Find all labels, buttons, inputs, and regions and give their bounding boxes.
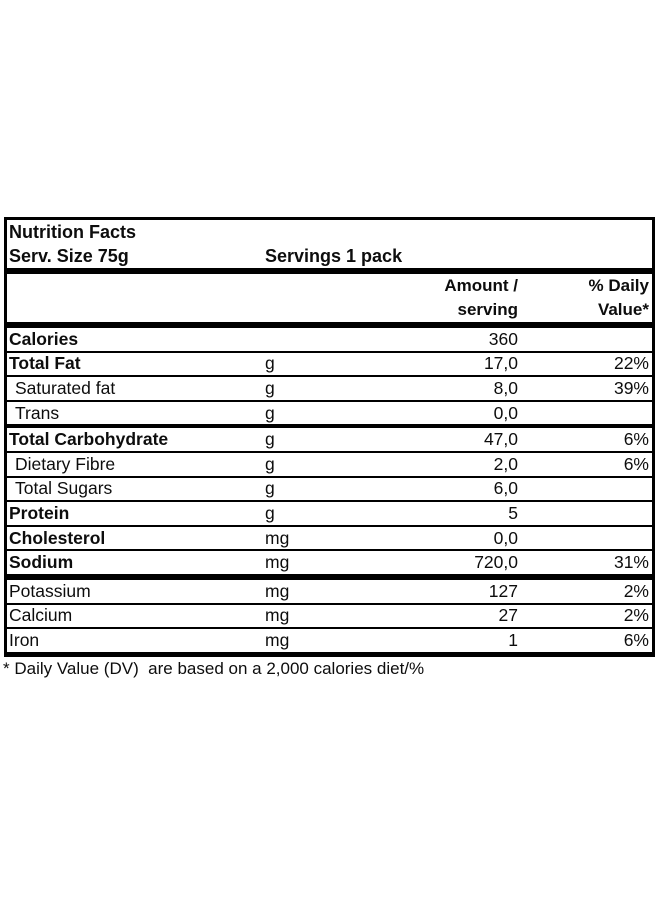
- nutrient-daily-value: 2%: [623, 605, 649, 626]
- dv-header-line2: Value*: [597, 300, 649, 319]
- daily-value-footnote: * Daily Value (DV) are based on a 2,000 …: [3, 659, 425, 678]
- nutrient-name: Total Fat: [9, 353, 81, 374]
- row-calcium: Calcium mg 27 2%: [7, 602, 652, 628]
- nutrient-amount: 0,0: [493, 402, 518, 423]
- nutrient-unit: g: [265, 478, 275, 499]
- nutrient-daily-value: 2%: [623, 580, 649, 601]
- nutrient-amount: 6,0: [493, 478, 518, 499]
- row-protein: Protein g 5: [7, 500, 652, 525]
- row-calories: Calories 360: [7, 328, 652, 351]
- row-dietary-fibre: Dietary Fibre g 2,0 6%: [7, 450, 652, 476]
- nutrient-name: Calories: [9, 328, 79, 349]
- serving-info-line: Serv. Size 75g Servings 1 pack: [9, 244, 652, 268]
- row-trans-fat: Trans g 0,0: [7, 399, 652, 425]
- nutrient-unit: mg: [265, 605, 290, 626]
- nutrient-name: Potassium: [9, 580, 91, 601]
- nutrient-name: Calcium: [9, 605, 73, 626]
- nutrient-amount: 0,0: [493, 527, 518, 548]
- nutrient-unit: g: [265, 402, 275, 423]
- nutrient-name: Trans: [15, 402, 60, 423]
- nutrient-unit: mg: [265, 527, 290, 548]
- row-total-fat: Total Fat g 17,0 22%: [7, 350, 652, 376]
- thick-divider-bar: [7, 268, 652, 274]
- nutrient-daily-value: 22%: [613, 353, 649, 374]
- thick-divider-bar: [7, 322, 652, 328]
- label-title: Nutrition Facts: [9, 222, 137, 242]
- row-iron: Iron mg 1 6%: [7, 627, 652, 652]
- nutrient-unit: g: [265, 453, 275, 474]
- label-header: Nutrition Facts Serv. Size 75g Servings …: [7, 220, 652, 268]
- nutrient-daily-value: 31%: [613, 552, 649, 573]
- row-sodium: Sodium mg 720,0 31%: [7, 549, 652, 574]
- nutrient-name: Total Sugars: [15, 478, 113, 499]
- nutrient-amount: 1: [508, 629, 518, 650]
- nutrient-amount: 360: [488, 328, 518, 349]
- nutrient-amount: 17,0: [483, 353, 518, 374]
- nutrient-amount: 8,0: [493, 377, 518, 398]
- serving-size: Serv. Size 75g: [9, 246, 129, 266]
- nutrient-name: Iron: [9, 629, 40, 650]
- nutrient-amount: 127: [488, 580, 518, 601]
- row-cholesterol: Cholesterol mg 0,0: [7, 524, 652, 550]
- nutrient-unit: mg: [265, 552, 290, 573]
- daily-value-column-header: % Daily Value*: [520, 274, 652, 322]
- nutrient-name: Saturated fat: [15, 377, 116, 398]
- nutrient-unit: mg: [265, 629, 290, 650]
- nutrient-amount: 720,0: [474, 552, 518, 573]
- dv-header-line1: % Daily: [588, 276, 649, 295]
- nutrient-name: Protein: [9, 502, 70, 523]
- nutrient-amount: 5: [508, 502, 518, 523]
- nutrient-rows: Calories 360 Total Fat g 17,0 22% Satura…: [7, 328, 652, 652]
- row-total-carbohydrate: Total Carbohydrate g 47,0 6%: [7, 424, 652, 451]
- column-header-spacer: [7, 274, 335, 322]
- row-potassium: Potassium mg 127 2%: [7, 573, 652, 603]
- amount-header-line1: Amount /: [444, 276, 518, 295]
- column-headers-row: Amount / serving % Daily Value*: [7, 274, 652, 322]
- nutrient-name: Sodium: [9, 552, 74, 573]
- nutrient-unit: mg: [265, 580, 290, 601]
- row-total-sugars: Total Sugars g 6,0: [7, 475, 652, 501]
- nutrient-amount: 47,0: [483, 429, 518, 450]
- nutrient-unit: g: [265, 429, 275, 450]
- nutrient-daily-value: 39%: [613, 377, 649, 398]
- nutrient-daily-value: 6%: [623, 429, 649, 450]
- servings-per-pack: Servings 1 pack: [265, 246, 403, 266]
- amount-header-line2: serving: [457, 300, 518, 319]
- nutrient-amount: 2,0: [493, 453, 518, 474]
- nutrient-name: Cholesterol: [9, 527, 106, 548]
- nutrient-unit: g: [265, 502, 275, 523]
- amount-column-header: Amount / serving: [335, 274, 520, 322]
- nutrient-daily-value: 6%: [623, 629, 649, 650]
- nutrient-amount: 27: [498, 605, 518, 626]
- nutrient-name: Dietary Fibre: [15, 453, 116, 474]
- nutrient-unit: g: [265, 353, 275, 374]
- nutrient-unit: g: [265, 377, 275, 398]
- nutrient-daily-value: 6%: [623, 453, 649, 474]
- row-saturated-fat: Saturated fat g 8,0 39%: [7, 375, 652, 400]
- nutrient-name: Total Carbohydrate: [9, 429, 169, 450]
- nutrition-facts-table: Nutrition Facts Serv. Size 75g Servings …: [4, 217, 655, 657]
